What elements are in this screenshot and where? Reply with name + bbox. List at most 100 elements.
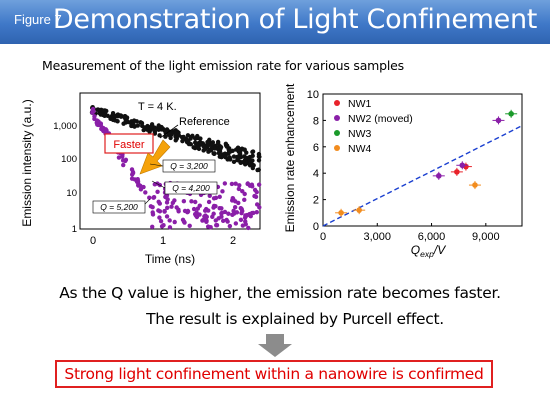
- reference-point: [236, 155, 242, 161]
- sample-point: [161, 222, 166, 228]
- sample-point: [167, 218, 172, 223]
- sample-point: [206, 199, 212, 205]
- sample-point: [162, 208, 167, 214]
- left-ytick-label: 1,000: [53, 121, 77, 132]
- sample-point: [138, 187, 144, 192]
- right-ytick-label: 0: [313, 221, 319, 233]
- sample-point: [164, 214, 170, 219]
- left-xtick-label: 1: [160, 235, 166, 247]
- sample-point: [176, 207, 181, 212]
- right-ytick-label: 10: [307, 89, 319, 101]
- reference-point: [186, 139, 191, 144]
- sample-point: [226, 211, 231, 216]
- q-subscript: exp: [420, 249, 434, 259]
- reference-point: [217, 154, 222, 159]
- reference-point: [132, 124, 137, 129]
- sample-point: [129, 167, 135, 172]
- sample-point: [191, 206, 197, 212]
- right-x-axis-label: Qexp/V: [411, 243, 446, 259]
- sample-point: [165, 197, 170, 202]
- sample-point: [207, 193, 212, 198]
- right-ytick-label: 8: [313, 115, 319, 127]
- reference-point: [247, 163, 253, 168]
- sample-point: [257, 205, 262, 210]
- q-label-box: [92, 200, 146, 214]
- reference-point: [244, 155, 249, 161]
- conclusion-box: Strong light confinement within a nanowi…: [55, 360, 493, 388]
- reference-point: [115, 112, 121, 117]
- reference-point: [240, 159, 246, 165]
- right-xtick-label: 3,000: [364, 231, 392, 243]
- reference-point: [255, 167, 260, 173]
- right-plot-frame: [322, 93, 523, 227]
- legend-entry: NW2 (moved): [348, 113, 413, 125]
- sample-point: [213, 218, 218, 223]
- legend-marker: [334, 145, 340, 151]
- data-point: [495, 117, 502, 124]
- sample-point: [219, 206, 224, 211]
- fit-line: [322, 125, 523, 227]
- left-y-ticks: 1,000 100 10 1: [53, 121, 77, 235]
- title-bar: Figure 7 Demonstration of Light Confinem…: [0, 0, 550, 44]
- reference-point: [223, 141, 229, 147]
- sample-point: [158, 219, 164, 224]
- sample-point: [121, 162, 126, 168]
- legend-marker: [334, 130, 340, 136]
- sample-point: [249, 182, 255, 187]
- data-point: [472, 182, 478, 188]
- statement-q-value: As the Q value is higher, the emission r…: [59, 284, 501, 302]
- reference-point: [195, 133, 200, 139]
- left-x-axis-label: Time (ns): [145, 252, 195, 266]
- sample-point: [243, 213, 249, 219]
- sample-point: [251, 210, 256, 216]
- sample-point: [103, 127, 109, 133]
- sample-point: [246, 225, 251, 231]
- data-point: [454, 169, 460, 175]
- reference-point: [176, 133, 182, 138]
- reference-point: [198, 136, 203, 141]
- reference-point: [110, 110, 116, 116]
- sample-point: [243, 219, 248, 224]
- reference-point: [139, 120, 145, 126]
- reference-point: [119, 113, 124, 119]
- sample-point: [231, 196, 236, 202]
- data-point: [338, 210, 344, 216]
- reference-point: [185, 133, 191, 138]
- sample-point: [96, 122, 101, 128]
- sample-point: [169, 204, 174, 209]
- sample-point: [148, 204, 154, 209]
- right-xtick-label: 6,000: [418, 231, 446, 243]
- reference-label: Reference: [179, 116, 230, 128]
- sample-point: [193, 199, 198, 205]
- sample-point: [143, 190, 148, 195]
- sample-point: [181, 198, 187, 204]
- right-axis-ticks: 0 3,000 6,000 9,000 0 2 4 6 8 10: [307, 89, 500, 243]
- legend-marker: [334, 115, 340, 121]
- reference-point: [227, 155, 232, 160]
- reference-point: [205, 140, 211, 146]
- q-label: Q = 4,200: [172, 183, 210, 193]
- legend-marker: [334, 100, 340, 106]
- reference-point: [247, 157, 252, 163]
- sample-point: [225, 219, 230, 224]
- reference-point: [180, 138, 185, 144]
- sample-point: [254, 189, 259, 195]
- data-points: [335, 109, 518, 217]
- q-label: Q = 5,200: [100, 202, 138, 212]
- reference-point: [100, 112, 106, 118]
- sample-point: [220, 218, 226, 224]
- reference-point: [173, 138, 178, 143]
- sample-point: [147, 195, 152, 200]
- sample-point: [116, 155, 122, 160]
- sample-point: [202, 208, 208, 213]
- sample-point: [205, 224, 211, 229]
- left-xtick-label: 2: [230, 235, 236, 247]
- sample-point: [231, 208, 236, 214]
- temperature-label: T = 4 K.: [138, 101, 177, 113]
- sample-point: [172, 219, 177, 225]
- sample-point: [230, 212, 235, 218]
- reference-point: [209, 142, 214, 147]
- sample-point: [197, 212, 202, 217]
- reference-point: [256, 154, 262, 159]
- reference-point: [207, 148, 213, 153]
